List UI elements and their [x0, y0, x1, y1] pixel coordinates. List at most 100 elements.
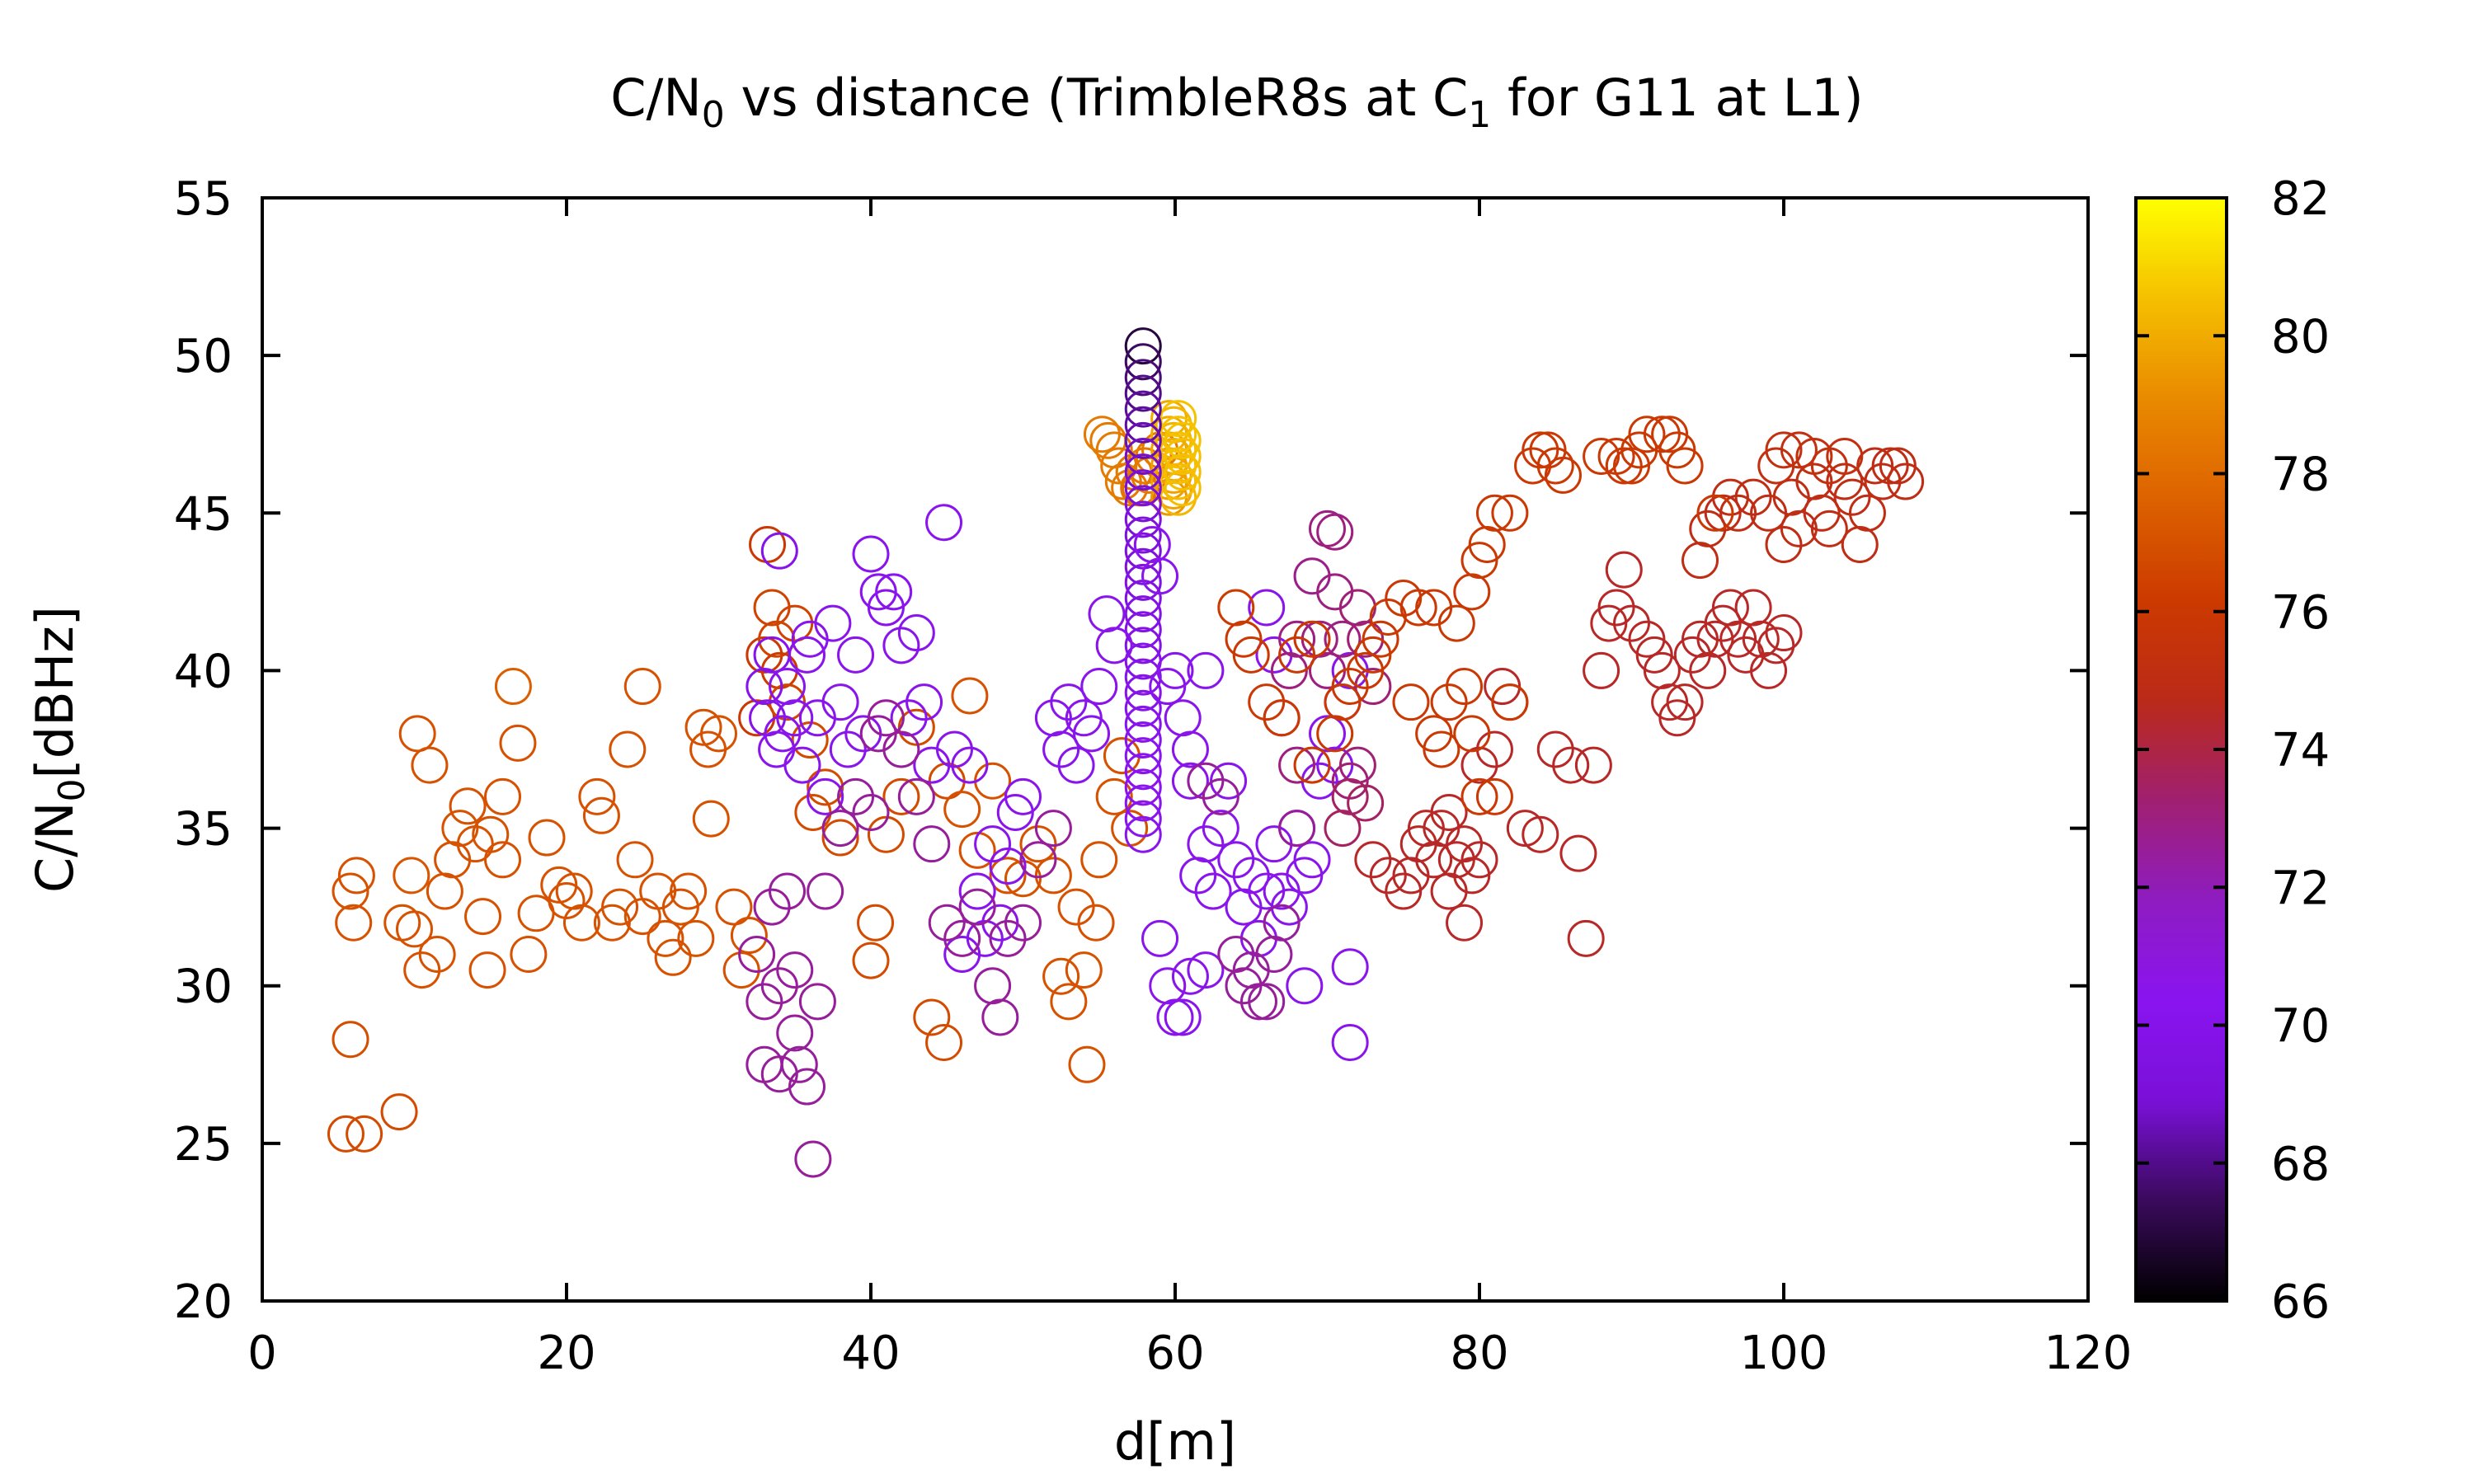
- data-point: [857, 904, 895, 942]
- data-point: [1354, 841, 1392, 879]
- y-tick-label: 25: [174, 1118, 233, 1172]
- data-point: [1202, 777, 1239, 815]
- data-point: [1083, 416, 1121, 453]
- data-point: [1605, 447, 1643, 485]
- data-point: [1124, 327, 1162, 365]
- data-point: [798, 983, 836, 1021]
- x-tick-label: 40: [841, 1327, 900, 1380]
- data-point: [1239, 919, 1277, 957]
- y-tick-label: 50: [174, 330, 233, 383]
- data-point: [403, 951, 441, 989]
- data-point: [1765, 526, 1803, 564]
- x-tick-label: 0: [247, 1327, 277, 1380]
- data-point: [418, 935, 456, 973]
- colorbar-tick-label: 76: [2271, 586, 2330, 640]
- data-point: [867, 699, 905, 737]
- data-point: [769, 668, 807, 706]
- data-point: [464, 898, 502, 936]
- data-point: [332, 872, 369, 910]
- data-point: [1073, 715, 1111, 753]
- data-point: [601, 888, 639, 926]
- data-point: [494, 668, 532, 706]
- data-point: [1239, 983, 1277, 1021]
- data-point: [1460, 542, 1498, 580]
- data-point: [1331, 762, 1369, 800]
- data-point: [562, 904, 600, 942]
- data-point: [616, 841, 654, 879]
- data-point: [582, 796, 620, 834]
- data-point: [1392, 683, 1430, 721]
- data-point: [943, 791, 981, 829]
- data-point: [1430, 683, 1468, 721]
- data-point: [1826, 437, 1864, 475]
- data-point: [776, 699, 814, 737]
- data-point: [1423, 730, 1460, 768]
- data-point: [1887, 463, 1925, 500]
- data-point: [1124, 390, 1162, 428]
- data-point: [1765, 614, 1803, 652]
- data-point: [692, 800, 730, 838]
- data-point: [753, 888, 791, 926]
- data-point: [1278, 746, 1316, 784]
- data-point: [484, 777, 522, 815]
- data-point: [548, 881, 586, 919]
- data-point: [1159, 447, 1197, 485]
- data-point: [760, 532, 798, 570]
- data-point: [730, 917, 768, 955]
- data-point: [1719, 494, 1757, 532]
- data-point: [1757, 627, 1795, 665]
- data-point: [1080, 668, 1118, 706]
- data-point: [715, 888, 753, 926]
- data-point: [1278, 620, 1316, 658]
- data-point: [1666, 447, 1704, 485]
- data-point: [1133, 526, 1171, 564]
- data-point: [1841, 526, 1879, 564]
- data-point: [1164, 453, 1202, 491]
- colorbar-tick-label: 78: [2271, 448, 2330, 502]
- data-point: [1124, 500, 1162, 538]
- data-point: [1004, 904, 1042, 942]
- data-point: [1124, 800, 1162, 838]
- x-axis-ticks: 0 20 40 60 80 100 120: [247, 198, 2132, 1380]
- data-point: [1124, 737, 1162, 775]
- data-point: [1034, 699, 1072, 737]
- y-tick-label: 40: [174, 645, 233, 698]
- data-point: [1232, 636, 1270, 674]
- data-point: [1124, 359, 1162, 397]
- data-point: [1347, 784, 1385, 822]
- data-point: [1536, 447, 1574, 485]
- data-point: [1460, 841, 1498, 879]
- data-point: [449, 787, 487, 825]
- data-point: [1202, 810, 1239, 848]
- data-point: [760, 1055, 798, 1093]
- data-point: [837, 636, 875, 674]
- data-point: [1194, 872, 1232, 910]
- data-point: [1156, 651, 1194, 689]
- data-point: [1248, 589, 1286, 627]
- data-point: [411, 746, 449, 784]
- data-point: [1734, 589, 1772, 627]
- data-point: [943, 935, 981, 973]
- data-point: [434, 841, 472, 879]
- data-point: [1255, 935, 1293, 973]
- data-point: [882, 627, 920, 665]
- data-point: [1164, 421, 1202, 459]
- data-point: [1263, 904, 1300, 942]
- data-point: [677, 919, 715, 957]
- data-point: [1506, 810, 1544, 848]
- data-point: [798, 699, 836, 737]
- data-point: [1347, 651, 1385, 689]
- data-point: [1095, 777, 1133, 815]
- data-point: [1780, 431, 1818, 469]
- data-point: [1446, 668, 1484, 706]
- data-point: [776, 951, 814, 989]
- data-point: [1316, 746, 1354, 784]
- data-points: [327, 327, 1925, 1178]
- data-point: [951, 677, 989, 715]
- data-point: [1004, 860, 1042, 898]
- data-point: [1475, 730, 1513, 768]
- data-point: [1225, 888, 1263, 926]
- data-point: [1124, 516, 1162, 554]
- data-point: [943, 919, 981, 957]
